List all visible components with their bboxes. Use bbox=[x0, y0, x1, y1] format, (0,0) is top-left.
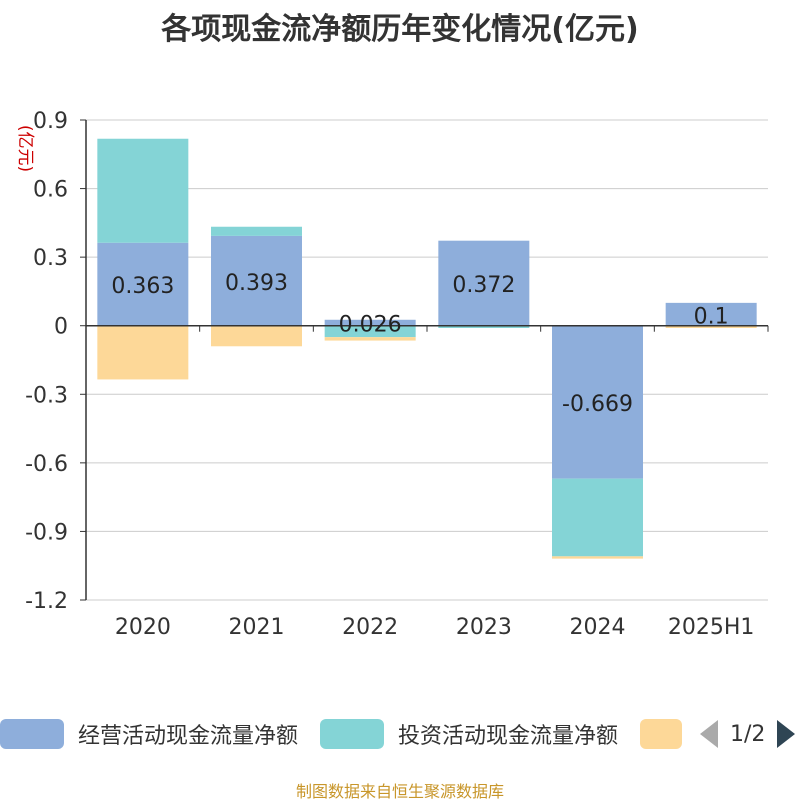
data-label-2023: 0.372 bbox=[452, 273, 515, 298]
x-tick-label: 2024 bbox=[570, 615, 626, 640]
prev-page-icon[interactable] bbox=[700, 720, 718, 748]
bar-2022-series-2 bbox=[324, 337, 416, 341]
y-tick-label: 0.9 bbox=[33, 109, 68, 134]
y-tick-label: -0.3 bbox=[25, 383, 68, 408]
bar-2020-series-0 bbox=[97, 242, 189, 326]
bar-2021-series-0 bbox=[211, 235, 302, 326]
y-tick-label: -1.2 bbox=[25, 589, 68, 614]
data-label-2020: 0.363 bbox=[111, 274, 174, 299]
legend-swatch-investing bbox=[320, 719, 384, 749]
legend-item-operating[interactable]: 经营活动现金流量净额 bbox=[0, 712, 298, 756]
data-labels: 0.363 0.393 0.026 0.372 -0.669 0.1 bbox=[111, 271, 728, 417]
bar-2022-series-0 bbox=[324, 319, 416, 326]
legend-item-financing[interactable] bbox=[640, 712, 696, 756]
x-tick-label: 2023 bbox=[456, 615, 512, 640]
y-tick-label: 0.6 bbox=[33, 178, 68, 203]
y-tick-labels: 0.9 0.6 0.3 0 -0.3 -0.6 -0.9 -1.2 bbox=[25, 109, 68, 614]
y-tick-label: -0.6 bbox=[25, 452, 68, 477]
legend-label-investing: 投资活动现金流量净额 bbox=[398, 724, 619, 749]
next-page-icon[interactable] bbox=[777, 720, 796, 748]
x-tick-label: 2022 bbox=[342, 615, 398, 640]
chart-title: 各项现金流净额历年变化情况(亿元) bbox=[161, 12, 639, 47]
data-label-2022: 0.026 bbox=[339, 313, 402, 338]
legend-page-indicator: 1/2 bbox=[730, 721, 766, 747]
y-tick-label: 0 bbox=[54, 315, 68, 340]
bar-2020-series-2 bbox=[97, 325, 189, 380]
bar-2020-series-1 bbox=[97, 138, 189, 243]
source-footer: 制图数据来自恒生聚源数据库 bbox=[295, 782, 504, 801]
axes bbox=[85, 120, 769, 600]
legend-item-investing[interactable]: 投资活动现金流量净额 bbox=[320, 712, 618, 756]
legend-swatch-operating bbox=[0, 719, 64, 749]
bar-2021-series-1 bbox=[211, 226, 302, 236]
legend: 经营活动现金流量净额 投资活动现金流量净额 1/2 bbox=[0, 712, 800, 756]
data-label-2024: -0.669 bbox=[562, 392, 633, 417]
stacked-bar-chart: 0.90.60.30-0.3-0.6-0.9-1.2 2020 2021 2022 2… bbox=[25, 109, 769, 640]
legend-label-operating: 经营活动现金流量净额 bbox=[78, 724, 299, 749]
bar-2021-series-2 bbox=[211, 325, 302, 347]
legend-swatch-financing bbox=[640, 719, 682, 749]
bar-2024-series-1 bbox=[552, 478, 643, 557]
x-tick-labels: 2020 2021 2022 2023 2024 2025H1 bbox=[115, 615, 755, 640]
y-tick-label: 0.3 bbox=[33, 246, 68, 271]
x-tick-label: 2025H1 bbox=[668, 615, 755, 640]
bar-2024-series-0 bbox=[552, 325, 643, 479]
data-label-2021: 0.393 bbox=[225, 271, 288, 296]
x-tick-label: 2020 bbox=[115, 615, 171, 640]
bars bbox=[97, 138, 757, 559]
bar-2023-series-0 bbox=[438, 240, 530, 326]
y-tick-label: -0.9 bbox=[25, 520, 68, 545]
x-tick-label: 2021 bbox=[229, 615, 285, 640]
bar-2025H1-series-2 bbox=[665, 325, 757, 328]
legend-pager: 1/2 bbox=[700, 718, 796, 750]
bar-2025H1-series-0 bbox=[665, 302, 757, 326]
bar-2023-series-1 bbox=[438, 325, 530, 328]
bar-2022-series-1 bbox=[324, 325, 416, 338]
data-label-2025H1: 0.1 bbox=[694, 304, 729, 329]
bar-2024-series-2 bbox=[552, 556, 643, 559]
